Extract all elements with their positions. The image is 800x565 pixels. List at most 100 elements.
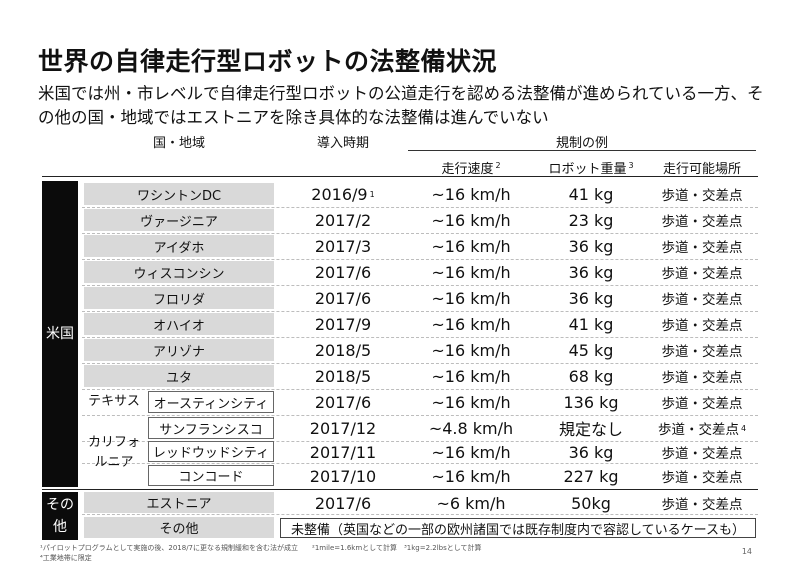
cell-weight: 227 kg: [563, 466, 619, 486]
cell-speed: ~16 km/h: [431, 366, 511, 386]
cell-date: 2017/6: [314, 493, 372, 513]
row-divider: [82, 389, 758, 390]
cell-place: 歩道・交差点: [661, 214, 743, 230]
cell-speed: ~16 km/h: [431, 210, 511, 230]
cell-speed: ~16 km/h: [431, 466, 511, 486]
cell-date: 2017/6: [314, 392, 372, 412]
cell-weight: 41 kg: [568, 314, 614, 334]
row-divider: [82, 463, 758, 464]
cell-weight: 36 kg: [568, 236, 614, 256]
cell-place: 歩道・交差点: [661, 396, 743, 412]
cell-speed: ~16 km/h: [431, 288, 511, 308]
cell-weight: 45 kg: [568, 340, 614, 360]
header-date: 導入時期: [316, 136, 369, 151]
cell-place: 歩道・交差点 4: [648, 415, 756, 441]
cell-date-value: 2016/9: [311, 184, 368, 204]
header-place: 走行可能場所: [662, 162, 741, 177]
region-washington-dc: ワシントンDC: [84, 183, 274, 205]
cell-weight: 23 kg: [568, 210, 614, 230]
group-california-line2: ルニア: [94, 455, 134, 470]
cell-weight: 41 kg: [568, 184, 614, 204]
cell-date: 2016/9 1: [282, 181, 404, 207]
row-divider: [82, 259, 758, 260]
cell-speed: ~16 km/h: [431, 262, 511, 282]
header-weight-label: ロボット重量: [548, 162, 627, 177]
row-divider: [82, 285, 758, 286]
cell-speed: ~16 km/h: [431, 236, 511, 256]
region-estonia: エストニア: [84, 492, 274, 513]
group-california-line1: カリフォ: [87, 435, 140, 450]
region-florida: フロリダ: [84, 287, 274, 309]
cell-date: 2017/2: [314, 210, 372, 230]
group-band-other: その 他: [42, 492, 78, 540]
cell-weight: 50kg: [571, 493, 611, 513]
row-divider: [82, 514, 758, 515]
row-divider: [82, 233, 758, 234]
header-bottom-rule: [42, 176, 758, 177]
cell-place: 歩道・交差点: [661, 344, 743, 360]
cell-weight: 36 kg: [568, 442, 614, 462]
region-austin-city: オースティンシティ: [148, 391, 274, 413]
row-divider: [82, 441, 758, 442]
cell-speed: ~6 km/h: [436, 493, 506, 513]
subtitle-line-1: 米国では州・市レベルで自律走行型ロボットの公道走行を認める法整備が進められている…: [38, 84, 764, 103]
cell-place-value: 歩道・交差点: [657, 422, 739, 438]
cell-weight: 36 kg: [568, 262, 614, 282]
section-divider: [42, 489, 758, 490]
cell-unregulated: 未整備（英国などの一部の欧州諸国では既存制度内で容認しているケースも）: [280, 518, 756, 538]
cell-speed: ~16 km/h: [431, 392, 511, 412]
row-divider: [82, 311, 758, 312]
header-speed-label: 走行速度: [441, 162, 494, 177]
row-divider: [82, 207, 758, 208]
cell-speed: ~16 km/h: [431, 442, 511, 462]
region-concord: コンコード: [148, 465, 274, 486]
cell-place: 歩道・交差点: [661, 318, 743, 334]
group-band-us: 米国: [42, 181, 78, 487]
header-speed: 走行速度 2: [408, 158, 534, 177]
page-number: 14: [741, 547, 752, 556]
region-san-francisco: サンフランシスコ: [148, 417, 274, 439]
header-weight-note: 3: [628, 160, 634, 170]
cell-speed: ~4.8 km/h: [428, 418, 514, 438]
cell-weight: 規定なし: [558, 420, 623, 439]
region-wisconsin: ウィスコンシン: [84, 261, 274, 283]
cell-weight: 68 kg: [568, 366, 614, 386]
cell-place: 歩道・交差点: [661, 497, 743, 513]
cell-date-note: 1: [369, 189, 375, 199]
group-california: カリフォ ルニア: [84, 420, 144, 486]
cell-speed: ~16 km/h: [431, 314, 511, 334]
region-other: その他: [84, 517, 274, 538]
footnote-line-2: ⁴工業地帯に限定: [40, 554, 92, 562]
group-band-other-line1: その: [46, 497, 74, 513]
header-region: 国・地域: [152, 136, 205, 151]
group-band-other-line2: 他: [53, 519, 67, 535]
cell-place: 歩道・交差点: [661, 470, 743, 486]
cell-speed: ~16 km/h: [431, 184, 511, 204]
region-redwood-city: レッドウッドシティ: [148, 441, 274, 462]
cell-date: 2018/5: [314, 366, 372, 386]
page-title: 世界の自律走行型ロボットの法整備状況: [38, 47, 498, 76]
row-divider: [82, 363, 758, 364]
cell-place: 歩道・交差点: [661, 292, 743, 308]
cell-place: 歩道・交差点: [661, 370, 743, 386]
cell-weight: 136 kg: [563, 392, 619, 412]
header-weight: ロボット重量 3: [538, 158, 644, 177]
row-divider: [82, 415, 758, 416]
header-divider-rules: [408, 150, 756, 151]
cell-date: 2017/6: [314, 288, 372, 308]
cell-date: 2017/9: [314, 314, 372, 334]
group-texas: テキサス: [88, 394, 140, 409]
cell-date: 2018/5: [314, 340, 372, 360]
subtitle-line-2: の他の国・地域ではエストニアを除き具体的な法整備は進んでいない: [38, 108, 549, 127]
region-arizona: アリゾナ: [84, 339, 274, 361]
cell-date: 2017/3: [314, 236, 372, 256]
cell-date: 2017/11: [309, 442, 377, 462]
cell-date: 2017/12: [309, 418, 377, 438]
footnote-line-1: ¹パイロットプログラムとして実施の後、2018/7に更なる規制緩和を含む法が成立…: [40, 544, 482, 552]
row-divider: [82, 337, 758, 338]
region-virginia: ヴァージニア: [84, 209, 274, 231]
cell-place-note: 4: [740, 423, 747, 433]
cell-date: 2017/6: [314, 262, 372, 282]
cell-date: 2017/10: [309, 466, 377, 486]
cell-weight: 36 kg: [568, 288, 614, 308]
